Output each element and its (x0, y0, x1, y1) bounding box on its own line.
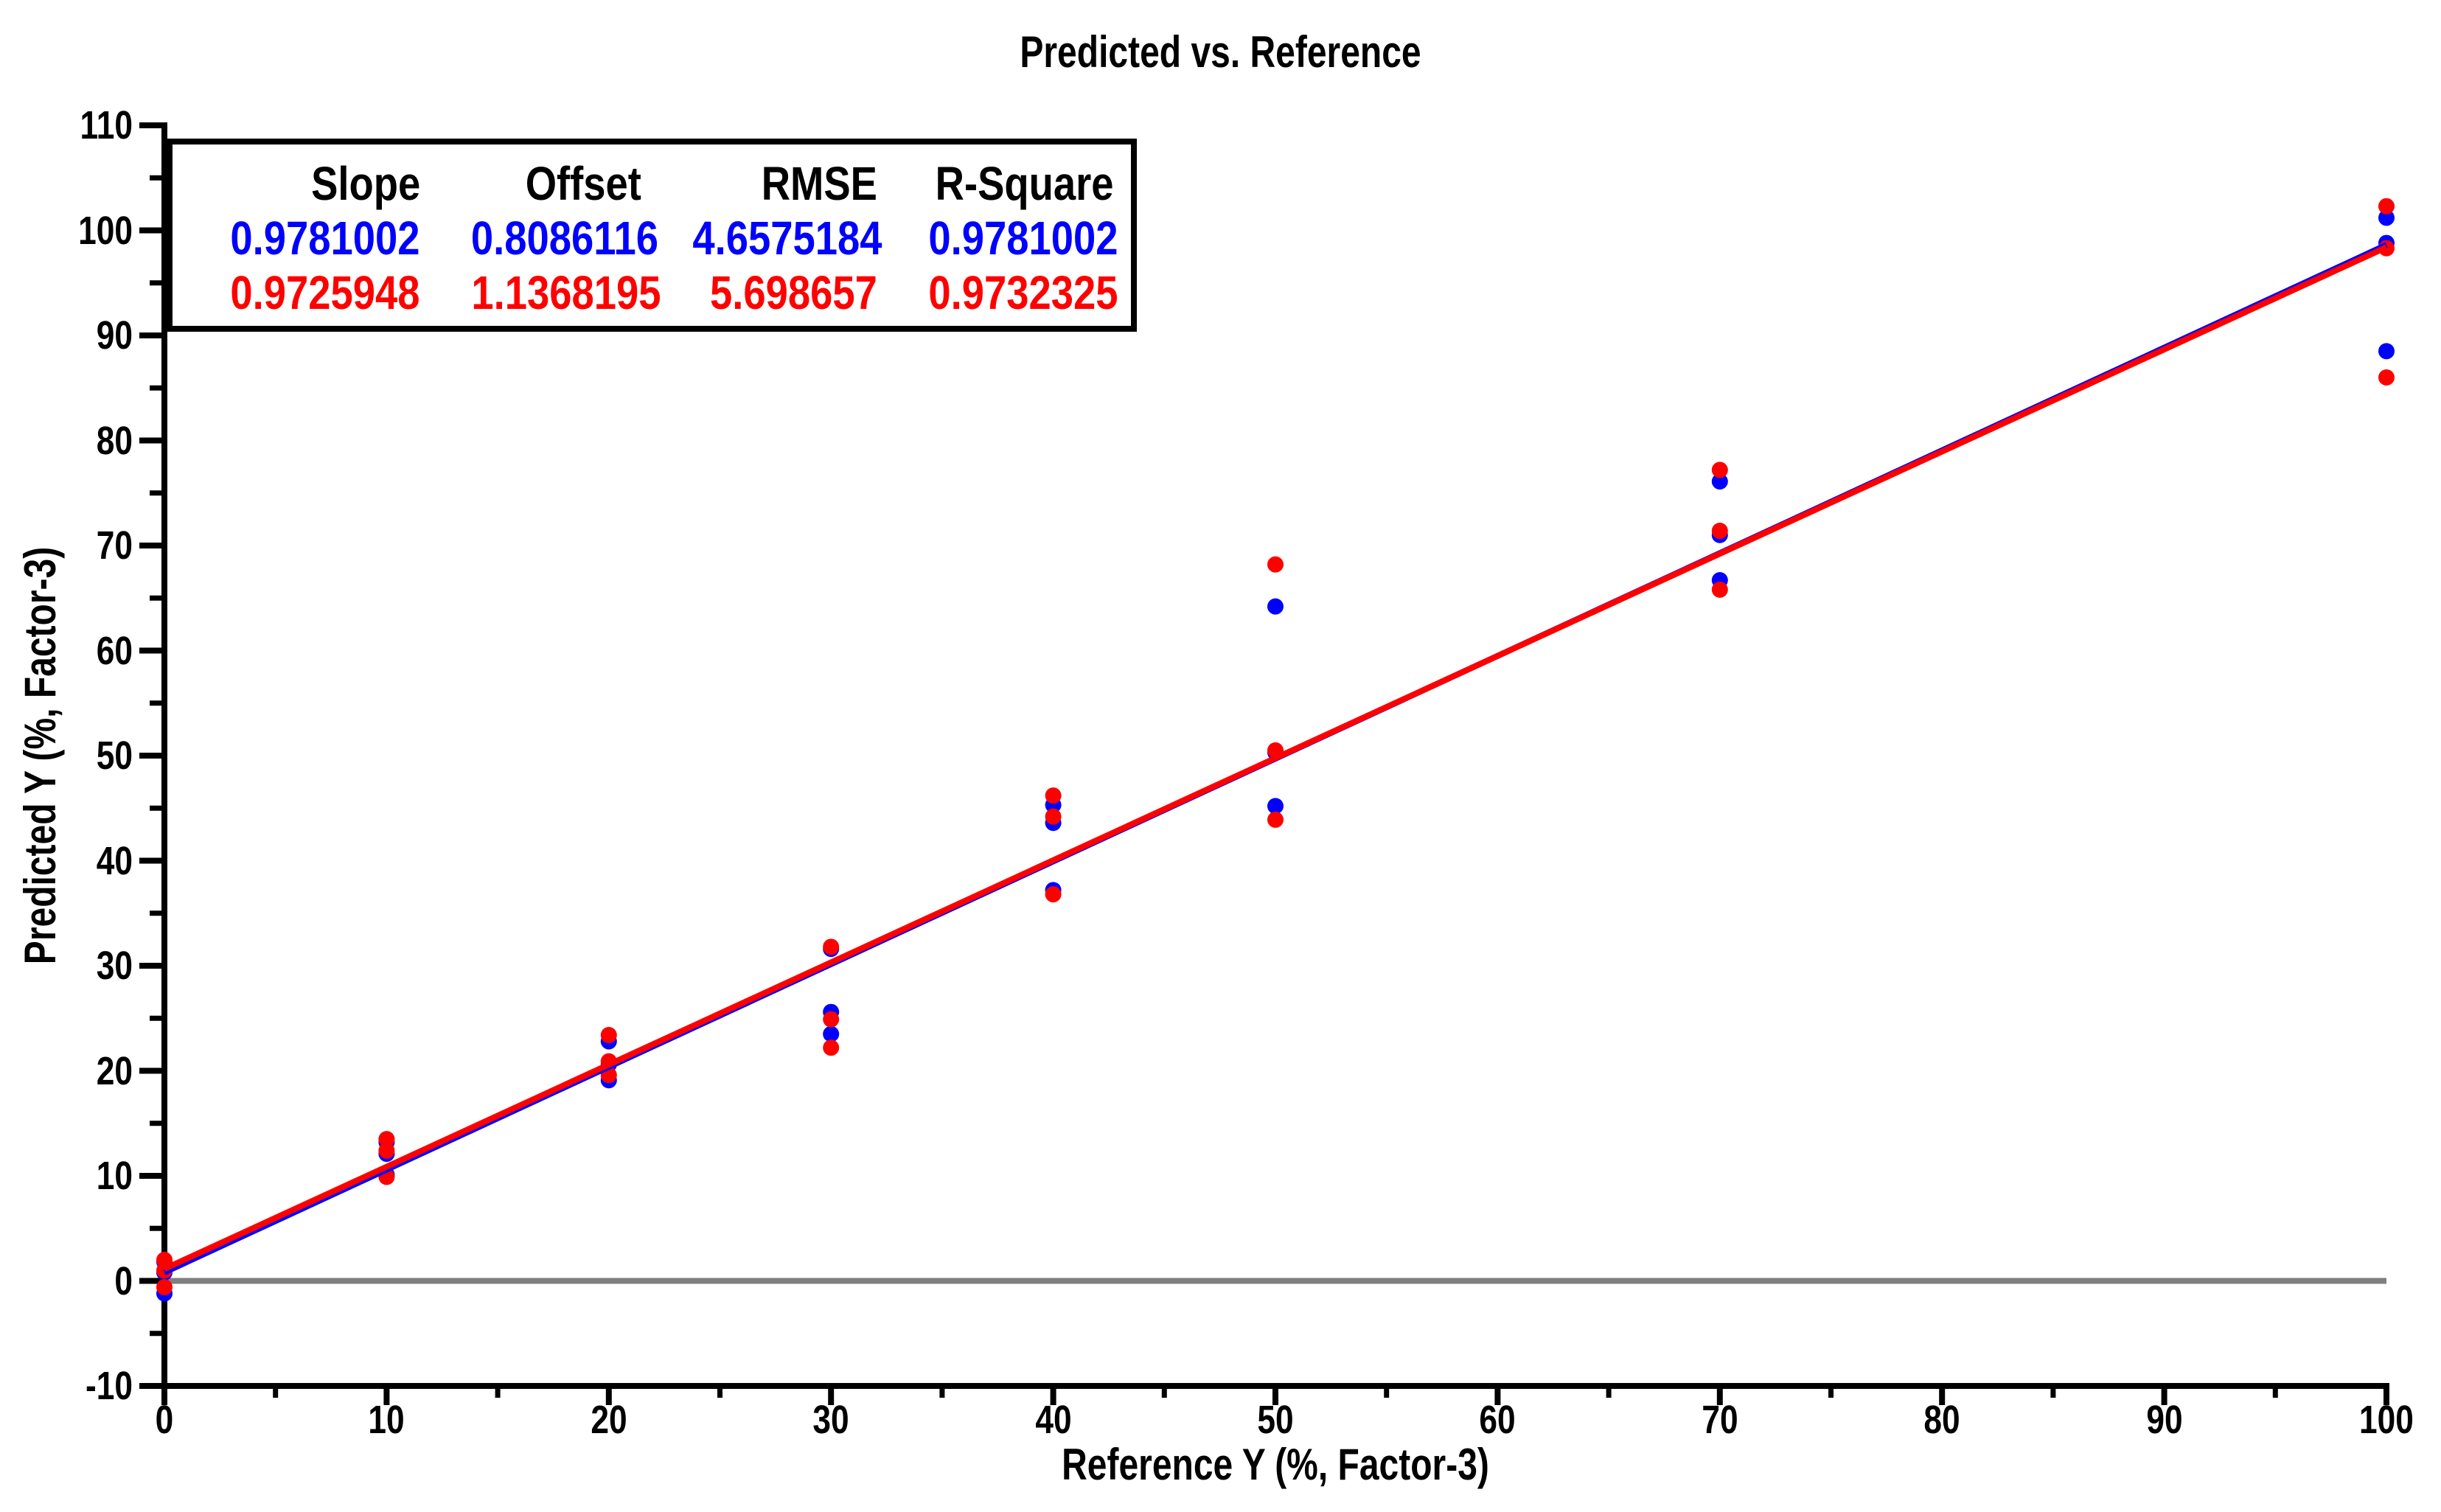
stats-row-calibration: 0.9781002 0.8086116 4.6575184 0.9781002 (173, 211, 1131, 265)
data-point-validation-red (823, 1039, 840, 1056)
x-axis-label: Reference Y (%, Factor-3) (1062, 1440, 1489, 1489)
data-point-validation-red (2378, 198, 2395, 215)
x-tick-label: 100 (2359, 1398, 2414, 1442)
y-tick-label: 90 (96, 313, 133, 358)
y-tick-label: 80 (96, 418, 133, 463)
stats-blue-offset: 0.8086116 (470, 212, 658, 265)
y-tick-label: 10 (96, 1154, 133, 1198)
data-point-validation-red (1045, 808, 1062, 825)
x-tick-label: 10 (368, 1398, 405, 1442)
stats-blue-rmse: 4.6575184 (692, 212, 882, 265)
data-point-validation-red (600, 1027, 617, 1044)
stats-blue-slope: 0.9781002 (230, 212, 420, 265)
y-tick-label: 40 (96, 838, 133, 883)
data-point-validation-red (1045, 886, 1062, 903)
stats-table: Slope Offset RMSE R-Square 0.9781002 0.8… (173, 156, 1131, 320)
y-tick-label: 30 (96, 944, 133, 988)
x-tick-label: 30 (812, 1398, 849, 1442)
x-tick-label: 50 (1257, 1398, 1294, 1442)
x-tick-label: 90 (2145, 1398, 2183, 1442)
stats-header-offset: Offset (525, 157, 641, 210)
data-point-validation-red (1711, 461, 1728, 478)
data-point-calibration-blue (1267, 798, 1284, 815)
x-tick-label: 0 (155, 1398, 174, 1442)
y-tick-label: 0 (114, 1258, 133, 1303)
x-tick-label: 20 (591, 1398, 627, 1442)
stats-box: Slope Offset RMSE R-Square 0.9781002 0.8… (167, 139, 1137, 332)
stats-red-rsquare: 0.9732325 (928, 266, 1118, 319)
y-tick-label: 60 (96, 628, 133, 673)
x-tick-label: 80 (1923, 1398, 1960, 1442)
y-tick-label: 20 (96, 1048, 133, 1093)
y-axis-label: Predicted Y (%, Factor-3) (15, 546, 65, 965)
data-point-validation-red (1267, 556, 1284, 573)
data-point-validation-red (1711, 523, 1728, 540)
data-point-calibration-blue (1711, 473, 1728, 490)
chart-title: Predicted vs. Reference (1020, 27, 1421, 77)
data-point-calibration-blue (2378, 343, 2395, 360)
y-tick-label: 50 (96, 734, 133, 778)
data-point-calibration-blue (823, 1025, 840, 1042)
stats-red-slope: 0.9725948 (230, 266, 420, 319)
data-point-validation-red (823, 938, 840, 955)
stats-red-rmse: 5.698657 (710, 266, 877, 319)
data-point-validation-red (2378, 369, 2395, 386)
data-point-validation-red (378, 1142, 395, 1159)
x-tick-label: 70 (1702, 1398, 1738, 1442)
stats-header-slope: Slope (310, 157, 420, 210)
red-fit-line (163, 244, 2388, 1272)
data-point-validation-red (823, 1011, 840, 1028)
data-point-validation-red (1267, 811, 1284, 828)
data-point-validation-red (1711, 581, 1728, 598)
data-point-calibration-blue (2378, 209, 2395, 226)
stats-header-rsquare: R-Square (935, 157, 1113, 210)
y-tick-label: 100 (78, 208, 133, 253)
y-tick-label: -10 (86, 1364, 133, 1408)
data-point-validation-red (156, 1279, 173, 1296)
stats-row-validation: 0.9725948 1.1368195 5.698657 0.9732325 (173, 265, 1131, 320)
stats-blue-rsquare: 0.9781002 (928, 212, 1118, 265)
data-point-validation-red (1045, 787, 1062, 804)
y-tick-label: 110 (80, 103, 133, 147)
y-tick-label: 70 (96, 523, 133, 568)
x-tick-label: 60 (1479, 1398, 1517, 1442)
x-tick-label: 40 (1034, 1398, 1072, 1442)
data-point-validation-red (378, 1131, 395, 1148)
data-point-calibration-blue (1267, 598, 1284, 615)
stats-header-row: Slope Offset RMSE R-Square (173, 156, 1131, 211)
stats-header-rmse: RMSE (761, 157, 877, 210)
stats-red-offset: 1.1368195 (471, 266, 661, 319)
